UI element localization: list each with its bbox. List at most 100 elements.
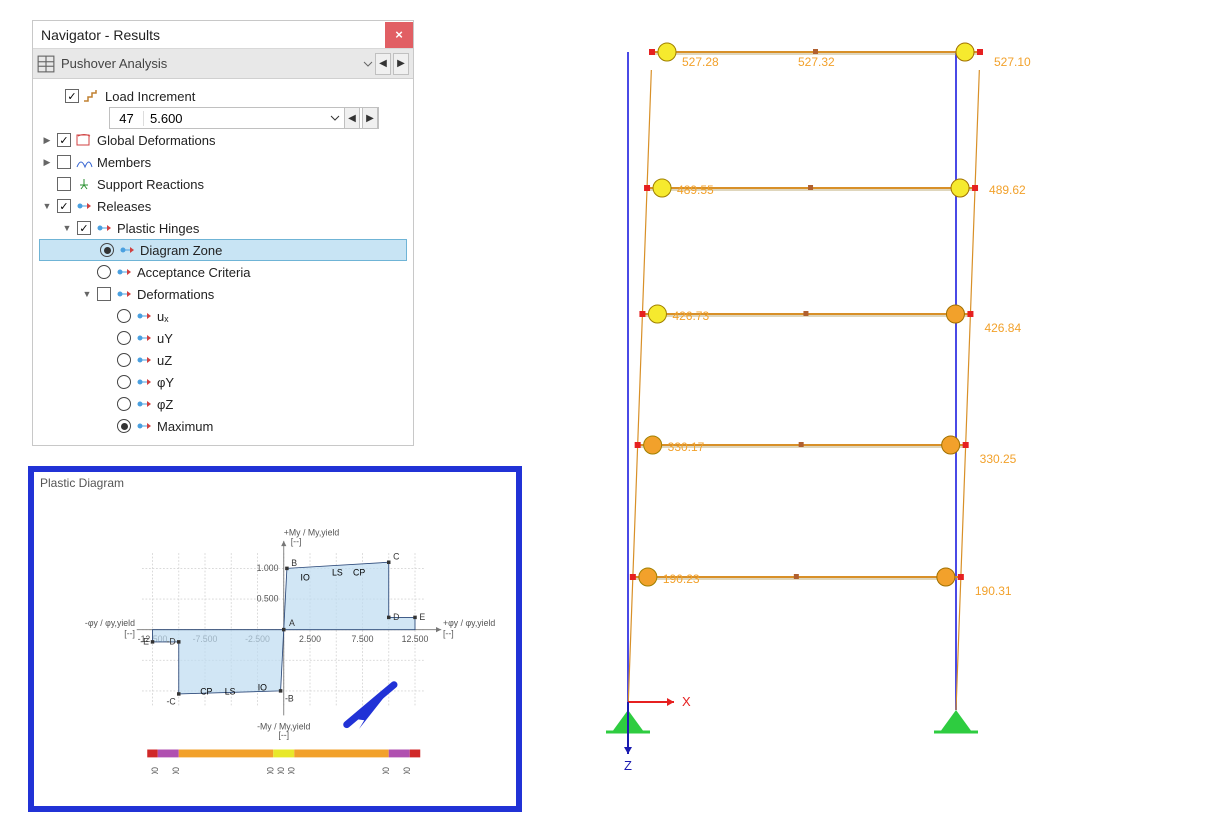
diagram-zone-radio[interactable]: [100, 243, 114, 257]
steps-icon: [83, 89, 101, 103]
svg-text:489.55: 489.55: [677, 183, 714, 197]
collapse-icon[interactable]: ▼: [81, 289, 93, 299]
collapse-icon[interactable]: ▼: [61, 223, 73, 233]
load-increment-row[interactable]: ✓ Load Increment: [37, 85, 409, 107]
load-increment-value: 5.600: [144, 111, 328, 126]
members-checkbox[interactable]: [57, 155, 71, 169]
tree-uy[interactable]: uY: [37, 327, 409, 349]
release-icon: [75, 199, 93, 213]
release-icon: [135, 309, 153, 323]
svg-text:X: X: [682, 694, 691, 709]
tree-diagram-zone[interactable]: Diagram Zone: [39, 239, 407, 261]
maximum-radio[interactable]: [117, 419, 131, 433]
support-checkbox[interactable]: [57, 177, 71, 191]
tree-uz[interactable]: uZ: [37, 349, 409, 371]
support-icon: [75, 177, 93, 191]
svg-text:-12.000: -12.000: [150, 767, 160, 774]
load-increment-number: 47: [110, 111, 144, 126]
svg-text:426.73: 426.73: [672, 309, 709, 323]
collapse-icon[interactable]: ▼: [41, 201, 53, 211]
load-increment-checkbox[interactable]: ✓: [65, 89, 79, 103]
svg-text:[--]: [--]: [124, 629, 135, 639]
phiz-radio[interactable]: [117, 397, 131, 411]
svg-text:Z: Z: [624, 758, 632, 773]
next-analysis-button[interactable]: ▶: [393, 53, 409, 75]
svg-text:1.000: 1.000: [286, 767, 296, 774]
releases-checkbox[interactable]: ✓: [57, 199, 71, 213]
global-def-checkbox[interactable]: ✓: [57, 133, 71, 147]
members-icon: [75, 155, 93, 169]
tree-deformations[interactable]: ▼ Deformations: [37, 283, 409, 305]
svg-text:12.000: 12.000: [402, 767, 412, 774]
panel-title: Navigator - Results: [33, 27, 385, 43]
tree-members[interactable]: ▶ Members: [37, 151, 409, 173]
svg-text:7.500: 7.500: [352, 634, 374, 644]
release-icon: [95, 221, 113, 235]
tree-phiz[interactable]: φZ: [37, 393, 409, 415]
svg-text:-1.000: -1.000: [265, 767, 275, 774]
close-button[interactable]: ×: [385, 22, 413, 48]
analysis-label: Pushover Analysis: [59, 56, 363, 71]
svg-text:527.10: 527.10: [994, 55, 1031, 69]
svg-text:[--]: [--]: [443, 629, 454, 639]
phiy-radio[interactable]: [117, 375, 131, 389]
svg-text:12.500: 12.500: [402, 634, 429, 644]
svg-text:-C: -C: [167, 696, 176, 706]
svg-text:190.31: 190.31: [975, 584, 1012, 598]
svg-text:190.23: 190.23: [663, 572, 700, 586]
svg-text:LS: LS: [225, 687, 236, 697]
tree-ux[interactable]: uₓ: [37, 305, 409, 327]
load-increment-label: Load Increment: [105, 89, 195, 104]
svg-text:527.32: 527.32: [798, 55, 835, 69]
release-icon: [135, 331, 153, 345]
results-tree: ✓ Load Increment 47 5.600 ◀ ▶ ▶ ✓ Global…: [33, 79, 413, 445]
svg-text:D: D: [393, 612, 399, 622]
svg-text:+φy / φy,yield: +φy / φy,yield: [443, 618, 495, 628]
plastic-diagram: -12.500-7.500-2.5002.5007.50012.5000.500…: [34, 494, 516, 774]
load-increment-selector[interactable]: 47 5.600 ◀ ▶: [109, 107, 379, 129]
tree-plastic-hinges[interactable]: ▼ ✓ Plastic Hinges: [37, 217, 409, 239]
deformations-checkbox[interactable]: [97, 287, 111, 301]
release-icon: [135, 353, 153, 367]
chevron-down-icon: [363, 59, 373, 69]
svg-text:10.000: 10.000: [381, 767, 391, 774]
svg-text:-D: -D: [167, 637, 176, 647]
plastic-hinges-checkbox[interactable]: ✓: [77, 221, 91, 235]
svg-text:-10.000: -10.000: [171, 767, 181, 774]
next-step-button[interactable]: ▶: [362, 107, 378, 129]
uy-radio[interactable]: [117, 331, 131, 345]
prev-analysis-button[interactable]: ◀: [375, 53, 391, 75]
uz-radio[interactable]: [117, 353, 131, 367]
svg-text:0.500: 0.500: [257, 594, 279, 604]
plastic-diagram-panel: Plastic Diagram -12.500-7.500-2.5002.500…: [28, 466, 522, 812]
svg-text:1.000: 1.000: [257, 563, 279, 573]
diagram-title: Plastic Diagram: [34, 472, 516, 494]
frame-viewport[interactable]: 527.28527.10527.32489.55489.62426.73426.…: [570, 30, 1160, 790]
svg-text:2.500: 2.500: [299, 634, 321, 644]
svg-text:-E: -E: [140, 637, 149, 647]
svg-text:-B: -B: [285, 693, 294, 703]
svg-text:[--]: [--]: [291, 536, 302, 546]
prev-step-button[interactable]: ◀: [344, 107, 360, 129]
chevron-down-icon: [328, 111, 342, 125]
expand-icon[interactable]: ▶: [41, 157, 53, 168]
close-icon: ×: [395, 27, 403, 42]
tree-acceptance-criteria[interactable]: Acceptance Criteria: [37, 261, 409, 283]
release-icon: [118, 243, 136, 257]
navigator-panel: Navigator - Results × Pushover Analysis …: [32, 20, 414, 446]
svg-text:330.17: 330.17: [668, 440, 705, 454]
tree-releases[interactable]: ▼ ✓ Releases: [37, 195, 409, 217]
release-icon: [115, 265, 133, 279]
tree-phiy[interactable]: φY: [37, 371, 409, 393]
expand-icon[interactable]: ▶: [41, 135, 53, 146]
svg-text:IO: IO: [301, 573, 310, 583]
tree-global-deformations[interactable]: ▶ ✓ Global Deformations: [37, 129, 409, 151]
svg-text:527.28: 527.28: [682, 55, 719, 69]
tree-support-reactions[interactable]: Support Reactions: [37, 173, 409, 195]
analysis-selector[interactable]: Pushover Analysis ◀ ▶: [33, 49, 413, 79]
svg-text:A: A: [289, 618, 295, 628]
acceptance-radio[interactable]: [97, 265, 111, 279]
release-icon: [135, 419, 153, 433]
ux-radio[interactable]: [117, 309, 131, 323]
tree-maximum[interactable]: Maximum: [37, 415, 409, 437]
